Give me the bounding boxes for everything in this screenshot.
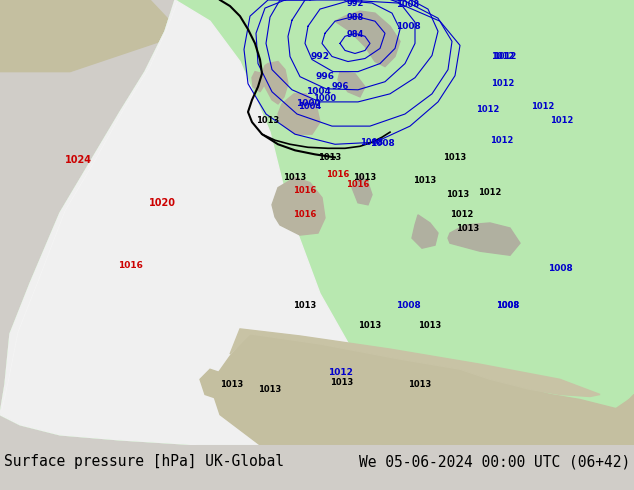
Polygon shape xyxy=(272,177,325,235)
Text: 1016: 1016 xyxy=(327,170,350,179)
Text: 1012: 1012 xyxy=(450,210,474,220)
Text: 1013: 1013 xyxy=(408,380,432,389)
Text: 1012: 1012 xyxy=(491,52,515,61)
Polygon shape xyxy=(210,334,634,445)
Text: 1016: 1016 xyxy=(346,180,370,189)
Text: 1012: 1012 xyxy=(328,368,353,377)
Polygon shape xyxy=(252,72,265,92)
Text: 1012: 1012 xyxy=(531,102,555,111)
Polygon shape xyxy=(560,223,634,445)
Text: 1000: 1000 xyxy=(313,95,337,103)
Polygon shape xyxy=(278,94,320,134)
Text: 1012: 1012 xyxy=(476,105,500,115)
Text: 1012: 1012 xyxy=(490,136,514,145)
Text: We 05-06-2024 00:00 UTC (06+42): We 05-06-2024 00:00 UTC (06+42) xyxy=(359,454,630,469)
Polygon shape xyxy=(262,62,288,104)
Text: 1012: 1012 xyxy=(550,116,574,124)
Text: Surface pressure [hPa] UK-Global: Surface pressure [hPa] UK-Global xyxy=(4,454,284,469)
Polygon shape xyxy=(0,0,400,445)
Text: 1012: 1012 xyxy=(493,52,517,61)
Text: 1004: 1004 xyxy=(299,102,321,111)
Polygon shape xyxy=(230,0,360,16)
Polygon shape xyxy=(338,72,365,97)
Text: 1004: 1004 xyxy=(306,87,330,97)
Text: 1013: 1013 xyxy=(456,223,480,233)
Polygon shape xyxy=(335,11,400,67)
Text: 1008: 1008 xyxy=(361,138,384,147)
Text: 1013: 1013 xyxy=(358,321,382,330)
Text: 1016: 1016 xyxy=(117,261,143,270)
Text: 996: 996 xyxy=(316,72,335,81)
Text: 1000: 1000 xyxy=(295,99,320,108)
Text: 992: 992 xyxy=(346,0,364,7)
Text: 1013: 1013 xyxy=(446,190,470,199)
Polygon shape xyxy=(448,223,520,255)
Text: 1012: 1012 xyxy=(491,79,515,88)
Text: 1013: 1013 xyxy=(413,176,437,185)
Text: 1013: 1013 xyxy=(318,153,342,162)
Polygon shape xyxy=(412,215,438,248)
Text: 988: 988 xyxy=(346,13,364,22)
Text: 1024: 1024 xyxy=(65,155,91,166)
Text: 1008: 1008 xyxy=(370,139,394,148)
Polygon shape xyxy=(520,0,634,162)
Text: 1013: 1013 xyxy=(330,378,354,387)
Text: 1012: 1012 xyxy=(478,188,501,197)
Text: 1013: 1013 xyxy=(221,380,243,389)
Text: 1008: 1008 xyxy=(396,0,420,8)
Text: 1020: 1020 xyxy=(148,198,176,208)
Text: 1008: 1008 xyxy=(396,301,420,310)
Text: 1013: 1013 xyxy=(256,116,280,124)
Text: 1008: 1008 xyxy=(496,301,519,310)
Text: 1013: 1013 xyxy=(259,385,281,394)
Text: 992: 992 xyxy=(311,52,330,61)
Polygon shape xyxy=(200,369,230,399)
Text: 1013: 1013 xyxy=(418,321,442,330)
Text: 1013: 1013 xyxy=(294,301,316,310)
Polygon shape xyxy=(0,0,170,72)
Text: 1016: 1016 xyxy=(294,186,317,195)
Polygon shape xyxy=(0,0,400,445)
Text: 1013: 1013 xyxy=(283,173,307,182)
Polygon shape xyxy=(352,174,372,205)
Text: 1013: 1013 xyxy=(353,173,377,182)
Polygon shape xyxy=(230,329,600,396)
Text: 1008: 1008 xyxy=(496,301,519,310)
Text: 1008: 1008 xyxy=(396,22,420,31)
Text: 984: 984 xyxy=(346,30,364,39)
Polygon shape xyxy=(0,0,634,445)
Text: 996: 996 xyxy=(332,82,349,91)
Text: 1008: 1008 xyxy=(548,264,573,273)
Text: 1016: 1016 xyxy=(294,210,317,220)
Text: 1013: 1013 xyxy=(443,153,467,162)
